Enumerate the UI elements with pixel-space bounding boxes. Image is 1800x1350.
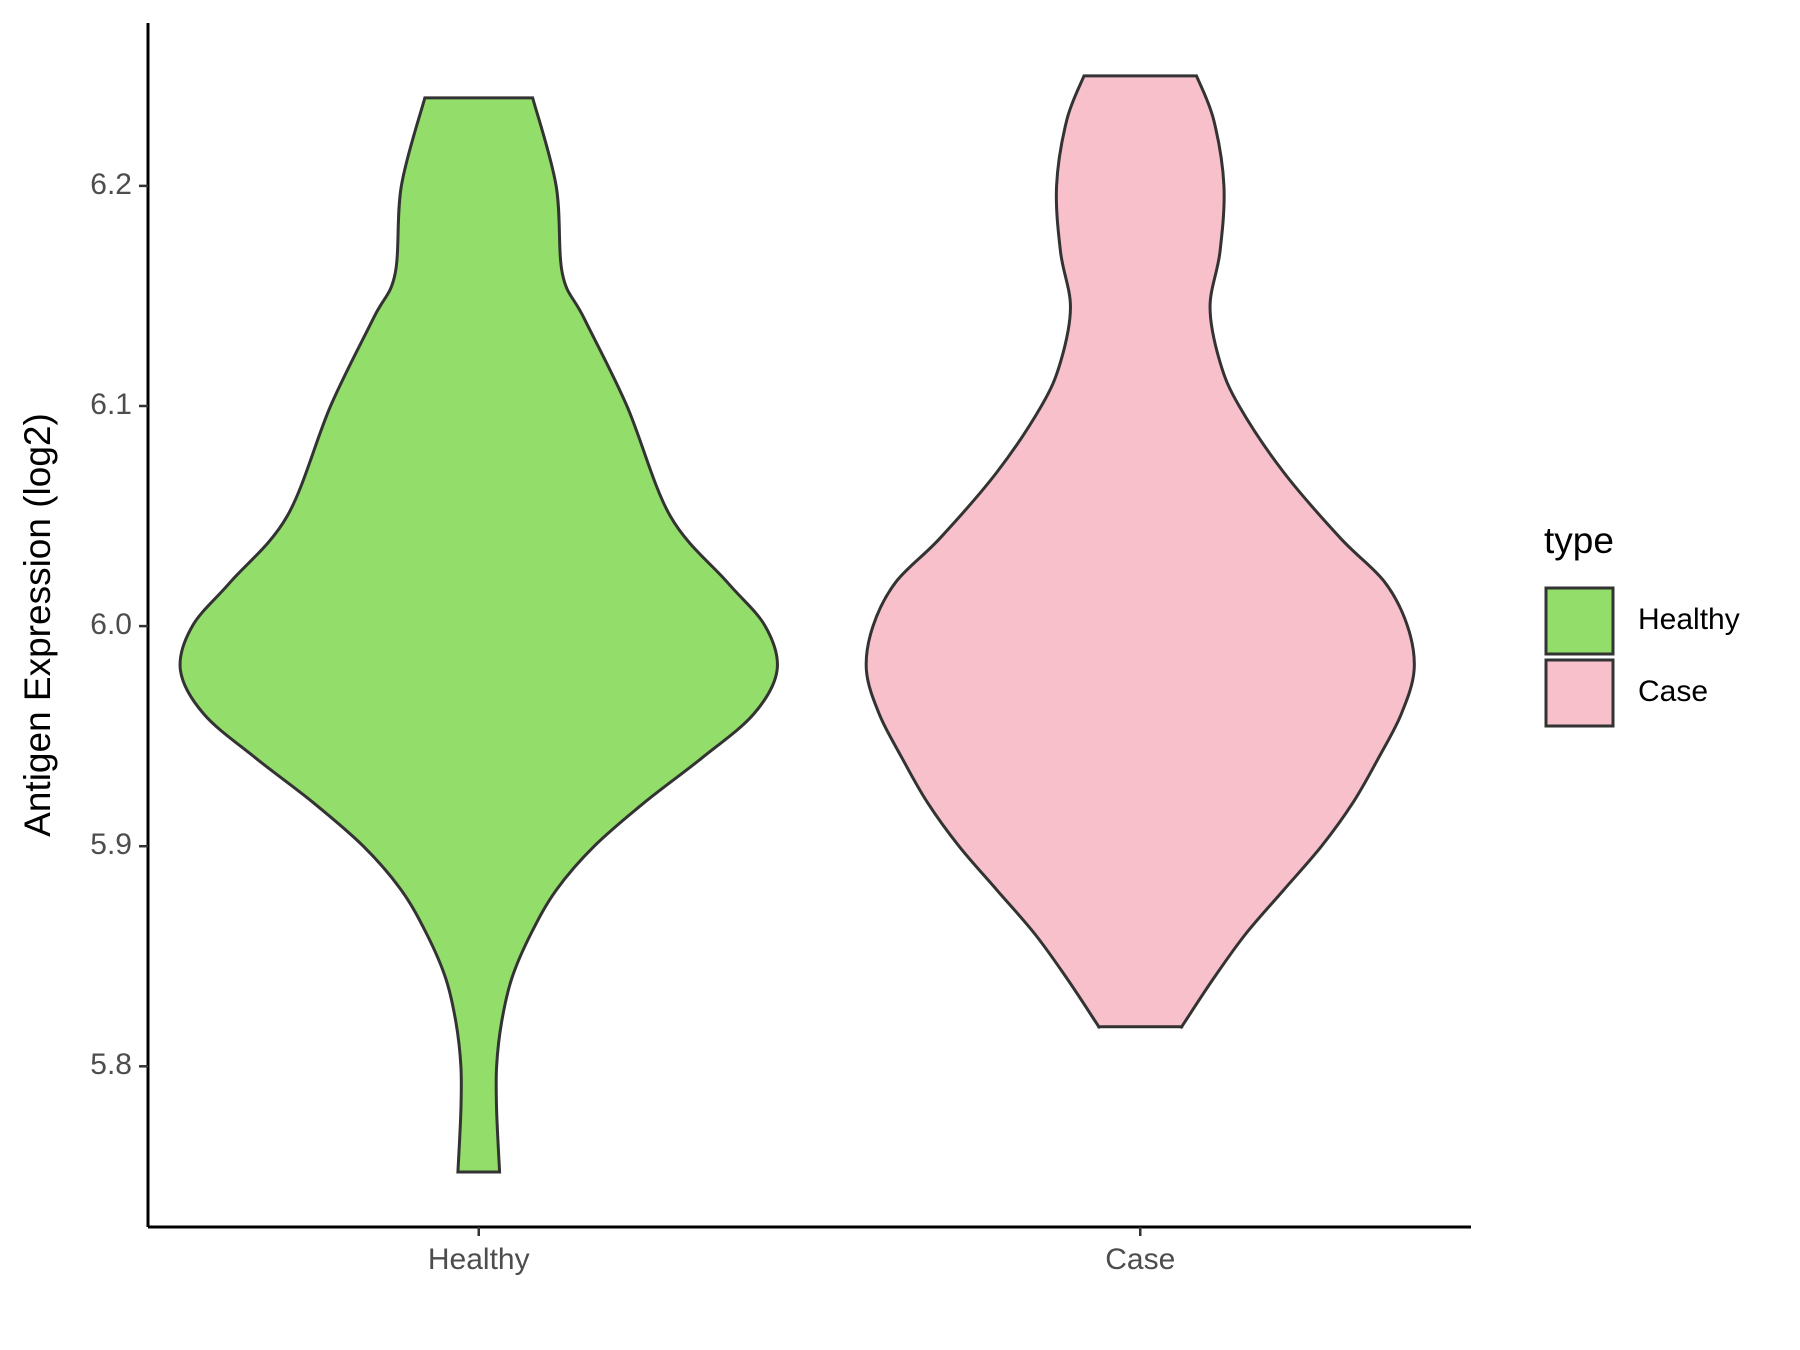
y-tick-label: 5.8	[90, 1048, 132, 1081]
y-tick-label: 5.9	[90, 828, 132, 861]
legend-key	[1544, 586, 1615, 656]
y-axis-title: Antigen Expression (log2)	[17, 413, 58, 837]
x-tick-label: Healthy	[428, 1243, 530, 1276]
legend-label: Healthy	[1638, 603, 1740, 636]
legend-title: type	[1544, 520, 1614, 561]
violin	[864, 74, 1416, 1029]
x-tick-label: Case	[1105, 1243, 1175, 1276]
y-tick-label: 6.2	[90, 168, 132, 201]
legend-key	[1544, 658, 1615, 728]
violin	[178, 96, 779, 1174]
legend-label: Case	[1638, 675, 1708, 708]
y-tick-label: 6.1	[90, 388, 132, 421]
y-tick-label: 6.0	[90, 608, 132, 641]
